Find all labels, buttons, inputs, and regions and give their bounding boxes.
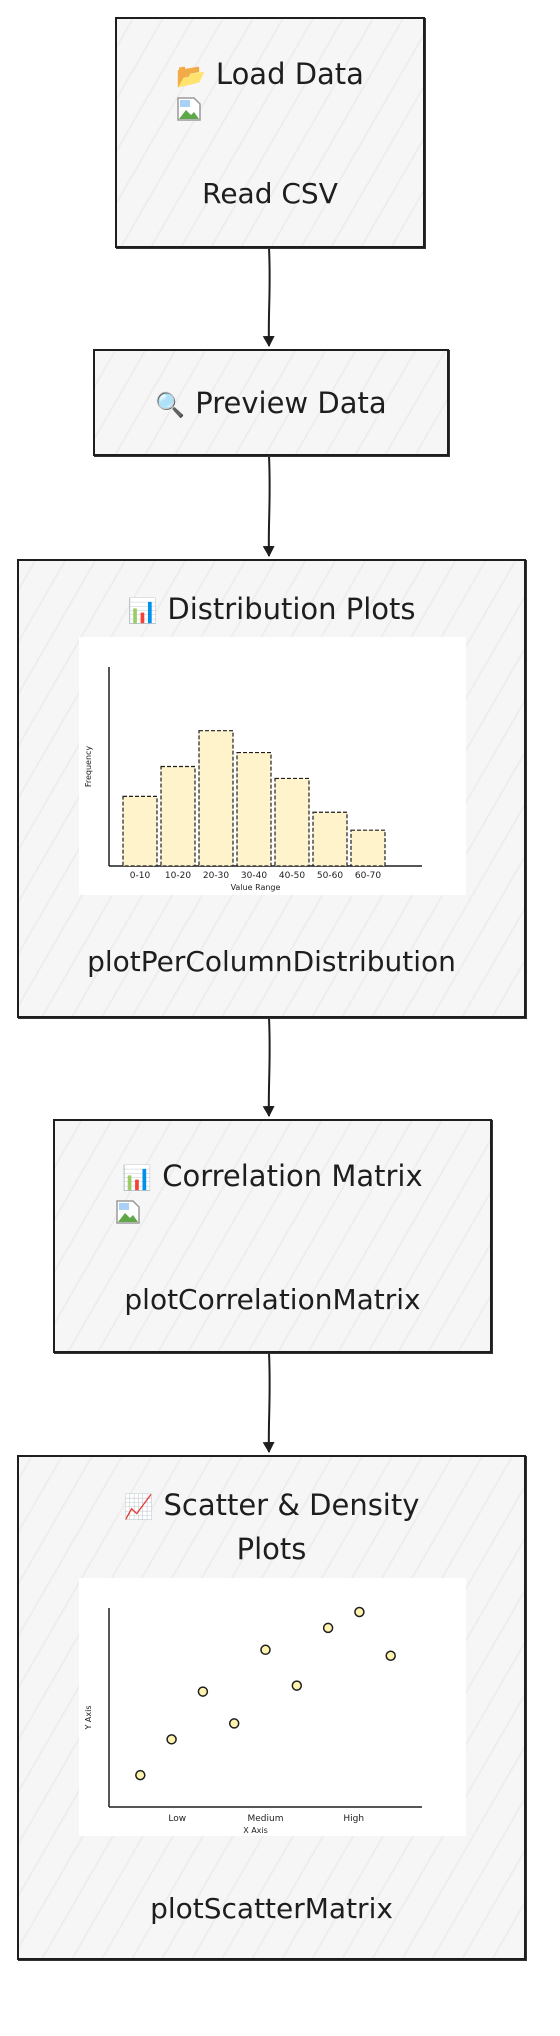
bar-20-30 (198, 730, 234, 867)
magnifier-icon: 🔍 (155, 391, 186, 419)
bar-50-60 (312, 811, 348, 867)
x-axis-label: Value Range (231, 883, 281, 892)
scatter-chart: Low Medium High X Axis Y Axis (79, 1578, 466, 1836)
broken-image-icon (116, 1200, 140, 1224)
scatter-point-4 (228, 1718, 240, 1729)
arrow-load-to-preview (262, 247, 275, 347)
tick-label: High (343, 1814, 364, 1824)
load-data-node[interactable]: 📂 Load Data Read CSV (115, 17, 425, 248)
arrow-dist-to-corr (262, 1017, 275, 1117)
distribution-chart: 0-10 10-20 20-30 30-40 40-50 50-60 60-70 Value … (79, 637, 466, 895)
scatter-density-sub: plotScatterMatrix (150, 1892, 393, 1925)
bar-chart-icon: 📊 (127, 597, 158, 625)
scatter-point-7 (322, 1622, 334, 1634)
bar-30-40 (236, 751, 272, 867)
scatter-point-6 (291, 1680, 303, 1691)
bar-10-20 (160, 765, 196, 867)
correlation-matrix-title: 📊 Correlation Matrix (122, 1159, 423, 1193)
tick-label: 10-20 (165, 871, 191, 881)
load-data-sub: Read CSV (202, 177, 338, 210)
tick-label: 40-50 (279, 871, 305, 881)
load-data-title: 📂 Load Data (176, 57, 364, 91)
arrow-preview-to-dist (262, 455, 275, 557)
scatter-point-8 (354, 1606, 365, 1618)
distribution-plots-sub: plotPerColumnDistribution (87, 945, 456, 978)
tick-label: 60-70 (355, 871, 381, 881)
x-axis-label: X Axis (243, 1826, 268, 1835)
scatter-density-node[interactable]: 📈 Scatter & Density Plots Low Medium High X … (17, 1455, 526, 1960)
bar-chart-icon: 📊 (122, 1164, 153, 1192)
arrow-corr-to-scatter (262, 1352, 275, 1453)
tick-label: Low (168, 1814, 186, 1824)
preview-data-title: 🔍 Preview Data (155, 386, 387, 420)
y-axis-label: Y Axis (84, 1705, 93, 1730)
scatter-point-3 (197, 1686, 209, 1697)
distribution-plots-node[interactable]: 📊 Distribution Plots 0-10 10-20 20-30 30-40 4… (17, 559, 526, 1018)
correlation-matrix-sub: plotCorrelationMatrix (124, 1283, 421, 1316)
tick-label: 20-30 (203, 871, 229, 881)
preview-data-node[interactable]: 🔍 Preview Data (93, 349, 449, 456)
scatter-density-title-line2: Plots (236, 1532, 307, 1566)
correlation-matrix-node[interactable]: 📊 Correlation Matrix plotCorrelationMatri… (53, 1119, 492, 1353)
scatter-density-title: 📈 Scatter & Density (123, 1488, 420, 1522)
scatter-point-1 (135, 1769, 146, 1781)
broken-image-icon (177, 97, 201, 121)
folder-icon: 📂 (176, 62, 206, 90)
scatter-point-9 (385, 1650, 396, 1662)
tick-label: Medium (248, 1814, 284, 1824)
bar-60-70 (350, 829, 386, 867)
tick-label: 0-10 (130, 871, 151, 881)
tick-label: 50-60 (317, 871, 343, 881)
y-axis-label: Frequency (84, 746, 93, 788)
scatter-point-5 (260, 1644, 271, 1656)
tick-label: 30-40 (241, 871, 267, 881)
bar-0-10 (122, 795, 158, 867)
distribution-plots-title: 📊 Distribution Plots (127, 592, 416, 626)
scatter-point-2 (166, 1734, 177, 1745)
line-chart-icon: 📈 (123, 1493, 154, 1521)
bar-40-50 (274, 777, 310, 867)
